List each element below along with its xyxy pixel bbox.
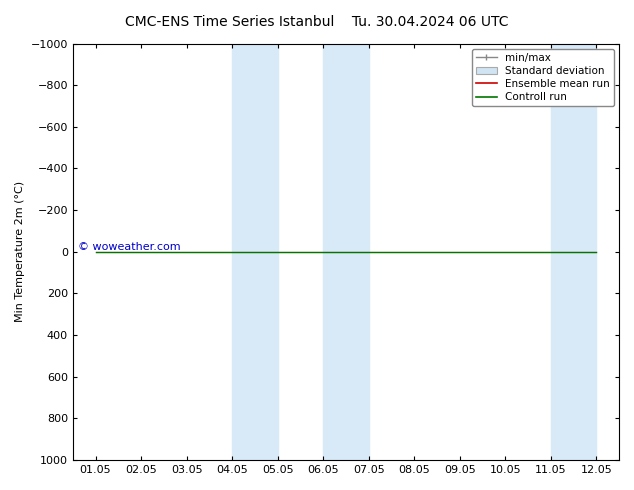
- Text: © woweather.com: © woweather.com: [78, 242, 181, 252]
- Legend: min/max, Standard deviation, Ensemble mean run, Controll run: min/max, Standard deviation, Ensemble me…: [472, 49, 614, 106]
- Y-axis label: Min Temperature 2m (°C): Min Temperature 2m (°C): [15, 181, 25, 322]
- Bar: [323, 44, 368, 460]
- Bar: [551, 44, 596, 460]
- Bar: [232, 44, 278, 460]
- Text: CMC-ENS Time Series Istanbul    Tu. 30.04.2024 06 UTC: CMC-ENS Time Series Istanbul Tu. 30.04.2…: [126, 15, 508, 29]
